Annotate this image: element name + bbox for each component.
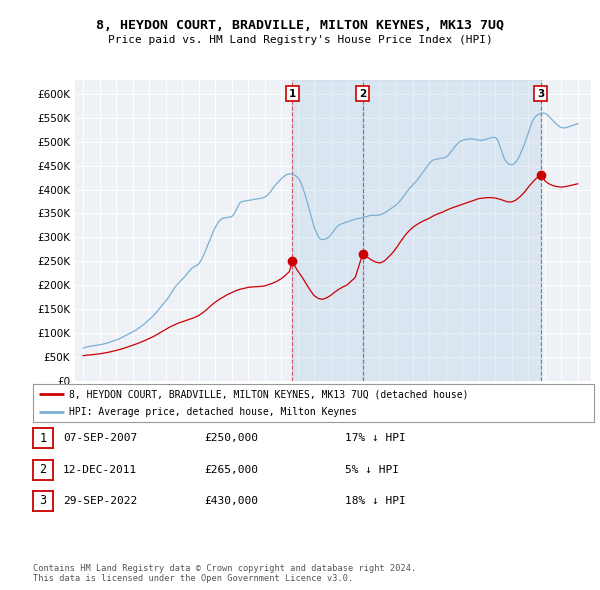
Text: 18% ↓ HPI: 18% ↓ HPI — [345, 496, 406, 506]
Text: 1: 1 — [289, 88, 296, 99]
Text: 1: 1 — [40, 432, 46, 445]
Text: 5% ↓ HPI: 5% ↓ HPI — [345, 465, 399, 474]
Text: 2: 2 — [359, 88, 366, 99]
Text: £430,000: £430,000 — [204, 496, 258, 506]
Text: HPI: Average price, detached house, Milton Keynes: HPI: Average price, detached house, Milt… — [70, 407, 358, 417]
Text: £250,000: £250,000 — [204, 434, 258, 443]
Text: 3: 3 — [40, 494, 46, 507]
Text: Contains HM Land Registry data © Crown copyright and database right 2024.: Contains HM Land Registry data © Crown c… — [33, 565, 416, 573]
Bar — [362, 80, 541, 381]
Text: 07-SEP-2007: 07-SEP-2007 — [63, 434, 137, 443]
Text: 3: 3 — [537, 88, 544, 99]
Text: £265,000: £265,000 — [204, 465, 258, 474]
Text: 17% ↓ HPI: 17% ↓ HPI — [345, 434, 406, 443]
Text: 12-DEC-2011: 12-DEC-2011 — [63, 465, 137, 474]
Text: This data is licensed under the Open Government Licence v3.0.: This data is licensed under the Open Gov… — [33, 574, 353, 583]
Text: 8, HEYDON COURT, BRADVILLE, MILTON KEYNES, MK13 7UQ (detached house): 8, HEYDON COURT, BRADVILLE, MILTON KEYNE… — [70, 389, 469, 399]
Text: 29-SEP-2022: 29-SEP-2022 — [63, 496, 137, 506]
Text: 8, HEYDON COURT, BRADVILLE, MILTON KEYNES, MK13 7UQ: 8, HEYDON COURT, BRADVILLE, MILTON KEYNE… — [96, 19, 504, 32]
Text: 2: 2 — [40, 463, 46, 476]
Bar — [292, 80, 362, 381]
Text: Price paid vs. HM Land Registry's House Price Index (HPI): Price paid vs. HM Land Registry's House … — [107, 35, 493, 45]
